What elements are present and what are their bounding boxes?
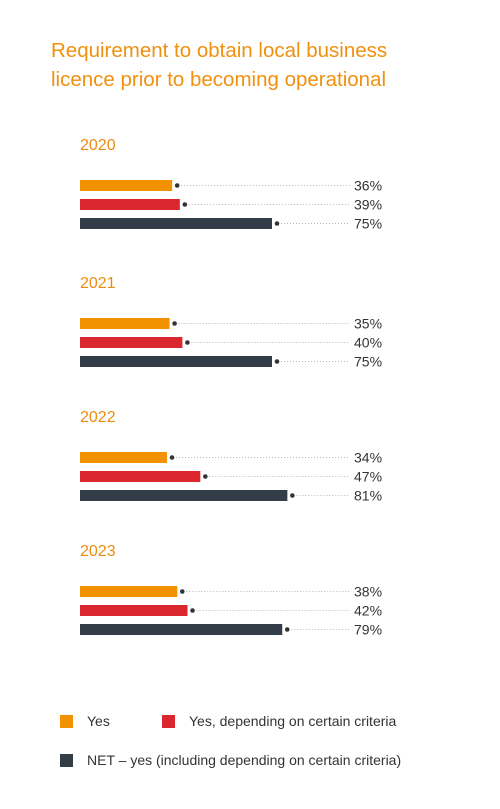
legend-label-yes-depending: Yes, depending on certain criteria [189,713,397,729]
data-label-2020-yes: 36% [354,178,382,194]
bar-end-marker-2021-yes-depending [185,340,190,345]
legend-swatch-net-yes [60,753,73,767]
data-label-2020-net-yes: 75% [354,216,382,232]
data-label-2023-yes: 38% [354,584,382,600]
data-label-2022-yes: 34% [354,450,382,466]
data-label-2023-net-yes: 79% [354,622,382,638]
bar-2023-yes-depending [80,605,188,616]
chart-title-line-1: Requirement to obtain local business [51,39,388,62]
data-label-2023-yes-depending: 42% [354,603,382,619]
legend-label-net-yes: NET – yes (including depending on certai… [87,752,402,768]
legend-swatch-yes [60,714,73,728]
data-label-2021-net-yes: 75% [354,354,382,370]
category-label-2021: 2021 [80,275,116,292]
bar-2021-yes-depending [80,337,183,348]
legend-item-net-yes: NET – yes (including depending on certai… [60,752,401,768]
bar-end-marker-2021-net-yes [274,359,280,364]
data-label-2021-yes: 35% [354,316,382,332]
bar-2023-net-yes [80,624,283,635]
bar-chart: 2020 36% 39% 75% 2021 35% 40% 75% 2022 34% 47% 81% 2… [80,137,382,638]
bar-2021-yes [80,318,170,329]
bar-end-marker-2022-yes [169,455,175,460]
legend-label-yes: Yes [87,713,110,729]
data-label-2022-yes-depending: 47% [354,469,382,485]
bar-end-marker-2020-yes-depending [182,202,188,207]
bar-end-marker-2020-yes [174,183,180,188]
bar-end-marker-2022-yes-depending [203,474,208,479]
bar-end-marker-2022-net-yes [290,493,295,498]
bar-end-marker-2023-yes [179,589,185,594]
data-label-2021-yes-depending: 40% [354,335,382,351]
bar-2021-net-yes [80,356,272,367]
bar-end-marker-2023-yes-depending [190,608,195,613]
bar-end-marker-2023-net-yes [284,627,290,632]
bar-2020-net-yes [80,218,272,229]
category-label-2023: 2023 [80,543,116,560]
category-label-2022: 2022 [80,409,116,426]
bar-2022-net-yes [80,490,288,501]
bar-end-marker-2020-net-yes [274,221,280,226]
bar-2020-yes-depending [80,199,180,210]
data-label-2020-yes-depending: 39% [354,197,382,213]
bar-2022-yes [80,452,168,463]
legend-item-yes: Yes [60,713,110,729]
data-label-2022-net-yes: 81% [354,488,382,504]
category-label-2020: 2020 [80,137,116,154]
chart-title: Requirement to obtain local business lic… [51,36,491,94]
bar-2022-yes-depending [80,471,201,482]
bar-end-marker-2021-yes [172,321,177,326]
chart-title-line-2: licence prior to becoming operational [51,68,387,91]
bar-2020-yes [80,180,173,191]
legend-swatch-yes-depending [162,714,175,728]
bar-2023-yes [80,586,178,597]
legend-item-yes-depending: Yes, depending on certain criteria [162,713,396,729]
